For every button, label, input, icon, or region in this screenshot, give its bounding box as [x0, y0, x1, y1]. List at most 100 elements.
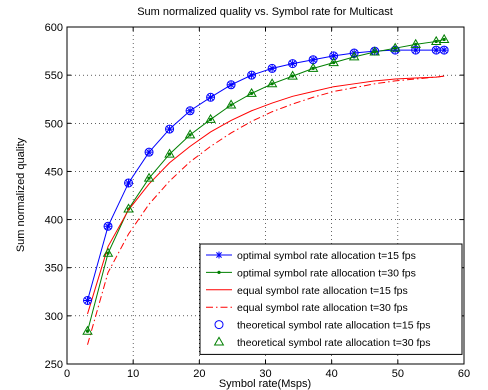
data-point-triangle: [438, 33, 450, 44]
y-tick-label: 550: [45, 70, 63, 82]
data-point-star: [145, 148, 153, 156]
data-point-triangle: [307, 62, 319, 72]
data-point-star: [104, 222, 112, 230]
y-tick-label: 250: [45, 359, 63, 371]
series-2: [85, 37, 446, 333]
data-point-star: [186, 107, 194, 115]
data-point-triangle: [143, 172, 155, 182]
data-point-circle: [411, 45, 421, 55]
data-point-dot: [414, 42, 418, 46]
data-point-circle: [144, 147, 154, 157]
data-point-circle: [226, 80, 236, 90]
chart-title: Sum normalized quality vs. Symbol rate f…: [137, 6, 393, 18]
data-point-circle: [83, 295, 93, 305]
data-point-triangle: [369, 46, 380, 56]
data-point-triangle: [82, 325, 93, 335]
data-point-dot: [393, 46, 397, 50]
data-point-dot: [167, 152, 172, 156]
data-point-circle: [288, 59, 298, 69]
data-point-triangle: [246, 87, 257, 97]
data-point-star: [330, 52, 338, 60]
data-point-star: [268, 64, 276, 72]
data-point-triangle: [389, 42, 401, 52]
data-point-star: [84, 296, 92, 304]
data-point-star: [440, 46, 448, 54]
data-point-dot: [85, 329, 90, 333]
data-point-dot: [291, 74, 295, 78]
legend-entry: optimal symbol rate allocation t=30 fps: [206, 267, 416, 279]
data-point-circle: [206, 92, 216, 102]
legend-label: equal symbol rate allocation t=15 fps: [237, 285, 408, 297]
data-point-circle: [349, 48, 359, 58]
data-point-star: [215, 251, 223, 259]
data-point-dot: [442, 37, 446, 42]
data-point-circle: [439, 45, 449, 55]
data-point-circle: [124, 178, 134, 188]
data-point-star: [432, 46, 440, 54]
data-point-star: [412, 46, 420, 54]
x-tick-label: 30: [259, 368, 271, 380]
legend-entry: optimal symbol rate allocation t=15 fps: [206, 250, 416, 262]
data-point-dot: [373, 50, 377, 54]
data-point-triangle: [287, 70, 298, 80]
data-point-star: [125, 179, 133, 187]
data-point-triangle: [410, 38, 421, 48]
data-point-dot: [106, 251, 110, 255]
data-point-triangle: [430, 35, 442, 45]
x-axis-label: Symbol rate(Msps): [219, 378, 311, 390]
legend-box: [199, 243, 463, 355]
data-point-star: [391, 46, 399, 54]
legend-entry: theoretical symbol rate allocation t=30 …: [213, 336, 430, 349]
x-tick-label: 0: [64, 368, 70, 380]
data-point-dot: [208, 117, 213, 122]
data-point-star: [289, 60, 297, 68]
y-tick-label: 500: [45, 118, 63, 130]
data-point-dot: [250, 91, 254, 96]
series-4: [87, 75, 445, 345]
data-point-dot: [147, 176, 151, 180]
series-5: [83, 45, 449, 305]
data-point-circle: [165, 124, 175, 134]
data-point-triangle: [225, 99, 237, 109]
legend: optimal symbol rate allocation t=15 fps o…: [199, 243, 463, 355]
x-tick-label: 40: [326, 368, 338, 380]
y-tick-label: 300: [45, 311, 63, 323]
data-point-dot: [434, 39, 438, 44]
x-tick-label: 20: [193, 368, 205, 380]
data-point-dot: [229, 103, 233, 107]
data-point-star: [207, 93, 215, 101]
data-point-dot: [311, 66, 315, 71]
data-point-circle: [329, 51, 339, 61]
data-point-star: [248, 71, 256, 79]
data-point-triangle: [266, 78, 278, 88]
x-tick-label: 10: [127, 368, 139, 380]
series-line: [87, 75, 445, 345]
data-point-dot: [270, 82, 274, 86]
data-point-triangle: [102, 247, 114, 257]
y-tick-label: 600: [45, 22, 63, 34]
legend-label: theoretical symbol rate allocation t=30 …: [237, 337, 430, 349]
series-1: [84, 46, 448, 304]
y-axis-label: Sum normalized quality: [15, 137, 27, 252]
legend-label: equal symbol rate allocation t=30 fps: [237, 302, 408, 314]
data-point-triangle: [164, 148, 175, 158]
series-6: [82, 33, 450, 335]
data-point-triangle: [123, 203, 134, 213]
series-3: [87, 75, 445, 315]
y-tick-label: 450: [45, 166, 63, 178]
axis-ticks: 0 10 20 30 40 50 60 250 300 350 400 450 500 550 600: [45, 22, 470, 380]
x-tick-label: 60: [458, 368, 470, 380]
y-tick-label: 400: [45, 215, 63, 227]
data-point-star: [166, 125, 174, 133]
data-point-circle: [103, 221, 113, 231]
data-point-star: [227, 81, 235, 89]
legend-entry: theoretical symbol rate allocation t=15 …: [214, 320, 430, 332]
data-point-triangle: [328, 57, 339, 67]
data-point-triangle: [184, 129, 196, 139]
data-point-triangle: [213, 336, 225, 346]
series-layer: [82, 33, 450, 345]
data-point-star: [309, 56, 317, 64]
y-tick-label: 350: [45, 263, 63, 275]
data-point-dot: [332, 61, 336, 65]
